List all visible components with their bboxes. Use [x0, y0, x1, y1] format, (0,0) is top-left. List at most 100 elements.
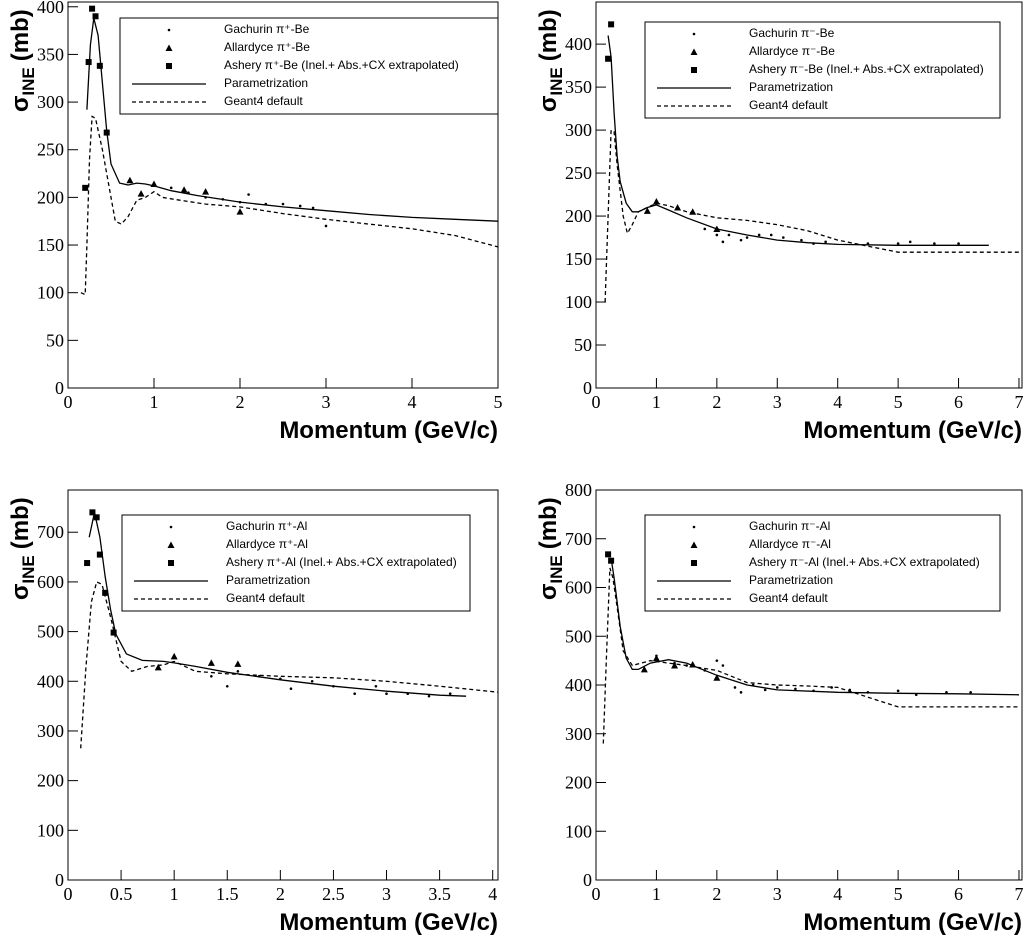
dot-marker: [385, 692, 388, 695]
dot-marker: [703, 227, 707, 231]
legend-label: Gachurin π⁺-Al: [226, 519, 307, 533]
triangle-marker: [652, 654, 660, 662]
triangle-marker: [690, 541, 698, 548]
legend-label: Parametrization: [749, 573, 833, 587]
triangle-marker: [137, 190, 145, 197]
y-tick-label: 0: [55, 870, 64, 890]
y-tick-label: 100: [565, 292, 592, 312]
dot-marker: [715, 233, 719, 237]
triangle-marker: [652, 197, 660, 205]
square-marker: [85, 59, 92, 66]
dot-marker: [896, 689, 900, 693]
y-axis-title: σINE (mb): [535, 497, 566, 600]
dot-marker: [281, 202, 285, 206]
y-tick-label: 400: [37, 0, 64, 17]
dot-marker: [167, 28, 171, 32]
dot-marker: [763, 688, 767, 692]
y-axis-title: σINE (mb): [7, 9, 38, 112]
triangle-marker: [165, 44, 173, 51]
y-tick-label: 50: [46, 330, 64, 350]
square-marker: [89, 5, 96, 12]
x-tick-label: 1: [652, 884, 661, 904]
legend-label: Parametrization: [224, 76, 308, 90]
dot-marker: [310, 679, 314, 683]
y-tick-label: 300: [565, 724, 592, 744]
x-tick-label: 7: [1014, 884, 1023, 904]
series-line: [86, 18, 499, 222]
y-tick-label: 600: [565, 578, 592, 598]
y-title-symbol: σ: [7, 584, 34, 600]
x-tick-label: 3: [322, 392, 331, 412]
legend-label: Gachurin π⁻-Be: [749, 26, 835, 40]
dot-marker: [374, 684, 378, 688]
triangle-marker: [126, 176, 134, 184]
dot-marker: [794, 687, 797, 691]
dot-marker: [733, 686, 737, 689]
square-marker: [96, 551, 103, 558]
y-tick-label: 400: [565, 34, 592, 54]
y-tick-label: 150: [37, 235, 64, 255]
x-tick-label: 2: [712, 884, 721, 904]
dot-marker: [448, 692, 452, 695]
dot-marker: [692, 525, 696, 529]
panel: 0 1 2 3 4 5 6 7 0 50 100 150 200 250 300 350 400 Momentum…: [535, 1, 1023, 444]
x-tick-label: 5: [894, 884, 903, 904]
x-axis-title: Momentum (GeV/c): [279, 417, 498, 444]
x-tick-label: 4: [833, 392, 842, 412]
square-marker: [84, 560, 91, 567]
y-title-unit: (mb): [7, 497, 34, 549]
y-tick-label: 0: [583, 378, 592, 398]
y-tick-label: 0: [55, 378, 64, 398]
square-marker: [691, 560, 697, 566]
square-marker: [93, 514, 100, 521]
triangle-marker: [180, 186, 188, 193]
square-marker: [166, 63, 172, 69]
dot-marker: [715, 659, 719, 662]
x-tick-label: 3: [773, 392, 782, 412]
triangle-marker: [167, 541, 175, 548]
y-tick-label: 800: [565, 480, 592, 500]
y-title-subscript: INE: [19, 555, 38, 583]
triangle-marker: [154, 663, 162, 671]
x-tick-label: 0: [592, 884, 601, 904]
dot-marker: [721, 240, 725, 244]
dot-marker: [739, 691, 743, 694]
x-tick-label: 4: [488, 884, 497, 904]
y-title-subscript: INE: [547, 67, 566, 95]
dot-marker: [721, 664, 725, 667]
dot-marker: [727, 233, 731, 237]
x-tick-label: 4: [408, 392, 417, 412]
dot-marker: [769, 233, 773, 237]
x-tick-label: 7: [1014, 392, 1023, 412]
legend-label: Ashery π⁺-Be (Inel.+ Abs.+CX extrapolate…: [224, 58, 459, 72]
legend-label: Allardyce π⁺-Al: [226, 537, 308, 551]
triangle-marker: [671, 662, 679, 669]
dot-marker: [933, 242, 936, 245]
triangle-marker: [170, 652, 178, 660]
legend-label: Allardyce π⁺-Be: [224, 40, 310, 54]
series-line: [80, 580, 499, 749]
legend-label: Gachurin π⁻-Al: [749, 519, 830, 533]
y-title-symbol: σ: [7, 96, 34, 112]
x-tick-label: 2: [276, 884, 285, 904]
x-tick-label: 6: [954, 392, 963, 412]
legend-label: Ashery π⁺-Al (Inel.+ Abs.+CX extrapolate…: [226, 555, 457, 569]
triangle-marker: [689, 208, 697, 215]
y-axis-title: σINE (mb): [535, 9, 566, 112]
y-tick-label: 200: [37, 771, 64, 791]
y-tick-label: 500: [37, 622, 64, 642]
triangle-marker: [234, 660, 242, 667]
y-tick-label: 300: [37, 92, 64, 112]
dot-marker: [289, 687, 293, 691]
y-tick-label: 350: [565, 77, 592, 97]
y-title-subscript: INE: [547, 555, 566, 583]
series-line: [604, 129, 1019, 303]
y-tick-label: 50: [574, 335, 592, 355]
y-tick-label: 500: [565, 626, 592, 646]
y-tick-label: 400: [37, 671, 64, 691]
dot-marker: [957, 242, 960, 245]
panel: 0 0.5 1 1.5 2 2.5 3 3.5 4 0 100 200 300 400 500 600 700 M…: [7, 489, 499, 936]
square-marker: [102, 589, 109, 596]
series-line: [80, 115, 499, 296]
